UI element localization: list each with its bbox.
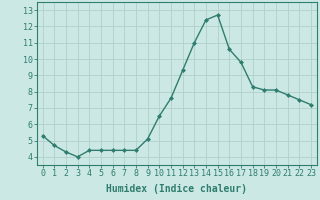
X-axis label: Humidex (Indice chaleur): Humidex (Indice chaleur) (106, 184, 247, 194)
